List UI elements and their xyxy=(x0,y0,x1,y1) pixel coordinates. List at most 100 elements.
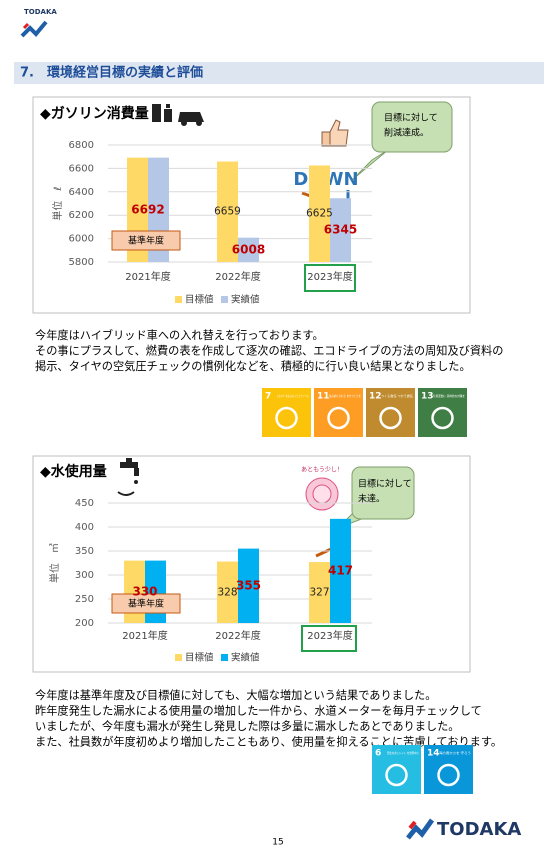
paragraph-line: 今年度は基準年度及び目標値に対しても、大幅な増加という結果でありました。 xyxy=(35,688,436,702)
sdg-icon xyxy=(275,406,298,430)
bar xyxy=(238,548,259,623)
value-label: 6008 xyxy=(232,242,265,256)
paragraph-line: 掲示、タイヤの空気圧チェックの慣例化などを、積極的に行い良い結果となりました。 xyxy=(35,359,471,373)
sdg-text: 住み続けられる まちづくりを xyxy=(329,393,361,398)
chart-title: ◆ガソリン消費量 xyxy=(40,105,149,122)
x-tick-label: 2021年度 xyxy=(122,629,167,642)
section-title: 7. 環境経営目標の実績と評価 xyxy=(20,65,203,81)
bar xyxy=(217,161,238,262)
base-year-label: 基準年度 xyxy=(128,235,164,247)
section-bar xyxy=(14,62,544,84)
logo-icon xyxy=(22,22,30,30)
y-axis-label: 単位 ℓ xyxy=(51,186,64,220)
y-tick-label: 5800 xyxy=(69,257,94,268)
flower-sticker xyxy=(305,477,339,511)
x-tick-label: 2023年度 xyxy=(307,270,352,283)
y-tick-label: 200 xyxy=(75,618,94,629)
sdg-number: 12 xyxy=(369,392,382,402)
y-tick-label: 6200 xyxy=(69,210,94,221)
logo-icon xyxy=(20,20,48,38)
paragraph-line: 昨年度発生した漏水による使用量の増加した一件から、水道メーターを毎月チェックして xyxy=(35,704,482,718)
thumbs-up-icon xyxy=(321,119,349,147)
bar xyxy=(309,562,330,623)
sdg-number: 13 xyxy=(421,392,434,402)
value-label: 355 xyxy=(236,578,261,592)
sdg-text: 安全な水とトイレ を世界中に xyxy=(387,750,419,755)
callout-text: 未達。 xyxy=(358,493,385,505)
sdg-icon xyxy=(379,406,402,430)
sdg-icon xyxy=(385,763,408,787)
y-tick-label: 450 xyxy=(75,498,94,509)
sdg-text: つくる責任 つかう責任 xyxy=(381,393,413,398)
sdg-text: エネルギーをみんなに そしてクリーンに xyxy=(277,393,309,398)
highlight-box xyxy=(301,625,357,652)
sdg-text: 海の豊かさを 守ろう xyxy=(439,750,471,755)
y-tick-label: 6000 xyxy=(69,234,94,245)
legend-label: 実績値 xyxy=(231,294,260,306)
callout-pointer xyxy=(351,149,389,181)
page-number: 15 xyxy=(272,838,283,848)
sdg-text: 気候変動に 具体的な対策を xyxy=(433,393,465,398)
value-label: 330 xyxy=(132,584,157,598)
y-tick-label: 250 xyxy=(75,594,94,605)
sdg-icon xyxy=(431,406,454,430)
y-tick-label: 300 xyxy=(75,570,94,581)
x-tick-label: 2023年度 xyxy=(307,629,352,642)
base-year-label: 基準年度 xyxy=(128,598,164,610)
paragraph-line: 今年度はハイブリッド車への入れ替えを行っております。 xyxy=(35,328,324,342)
highlight-box xyxy=(304,264,356,292)
y-tick-label: 6600 xyxy=(69,163,94,174)
paragraph-line: いましたが、今年度も漏水が発生し発見した際は多量に漏水したあとでありました。 xyxy=(35,719,459,733)
callout xyxy=(351,466,415,520)
value-label: 327 xyxy=(309,587,329,599)
y-tick-label: 400 xyxy=(75,522,94,533)
value-label: 6625 xyxy=(306,208,333,220)
logo-icon xyxy=(408,820,417,830)
faucet-icon xyxy=(117,458,139,496)
chart-title: ◆水使用量 xyxy=(40,463,107,480)
bar xyxy=(309,165,330,262)
y-tick-label: 6800 xyxy=(69,140,94,151)
value-label: 6692 xyxy=(131,202,164,216)
callout-text: 目標に対して xyxy=(384,112,438,124)
bar xyxy=(330,518,351,623)
base-year-box xyxy=(111,593,181,614)
header-logo-text: TODAKA xyxy=(24,8,57,16)
legend-label: 目標値 xyxy=(185,294,214,306)
logo-icon xyxy=(406,818,435,840)
y-tick-label: 350 xyxy=(75,546,94,557)
callout-text: 目標に対して xyxy=(358,478,412,490)
y-axis-label: 単位 ㎥ xyxy=(48,543,61,583)
legend-swatch xyxy=(175,296,182,303)
sticker-text: あともう少し！ xyxy=(301,467,343,474)
sdg-icon xyxy=(437,763,460,787)
sdg-number: 11 xyxy=(317,392,330,402)
legend-label: 目標値 xyxy=(185,652,214,664)
callout-text: 削減達成。 xyxy=(384,127,429,139)
y-tick-label: 6400 xyxy=(69,187,94,198)
legend-swatch xyxy=(221,296,228,303)
paragraph-line: その事にプラスして、燃費の表を作成して逐次の確認、エコドライブの方法の周知及び資… xyxy=(35,344,503,358)
sdg-number: 14 xyxy=(427,749,440,759)
value-label: 6659 xyxy=(214,206,241,218)
base-year-box xyxy=(111,230,181,251)
sdg-number: 6 xyxy=(375,749,381,759)
legend-swatch xyxy=(175,654,182,661)
legend-label: 実績値 xyxy=(231,652,260,664)
x-tick-label: 2022年度 xyxy=(215,270,260,283)
bar xyxy=(217,561,238,623)
sdg-number: 7 xyxy=(265,392,271,402)
value-label: 328 xyxy=(217,586,237,598)
callout xyxy=(371,101,453,153)
x-tick-label: 2021年度 xyxy=(125,270,170,283)
sdg-icon xyxy=(327,406,350,430)
value-label: 417 xyxy=(328,563,353,577)
x-tick-label: 2022年度 xyxy=(215,629,260,642)
legend-swatch xyxy=(221,654,228,661)
footer-logo: TODAKA xyxy=(437,819,521,840)
bar xyxy=(238,237,259,262)
bar xyxy=(330,198,351,262)
fuel-icon xyxy=(152,104,204,126)
value-label: 6345 xyxy=(324,223,357,237)
